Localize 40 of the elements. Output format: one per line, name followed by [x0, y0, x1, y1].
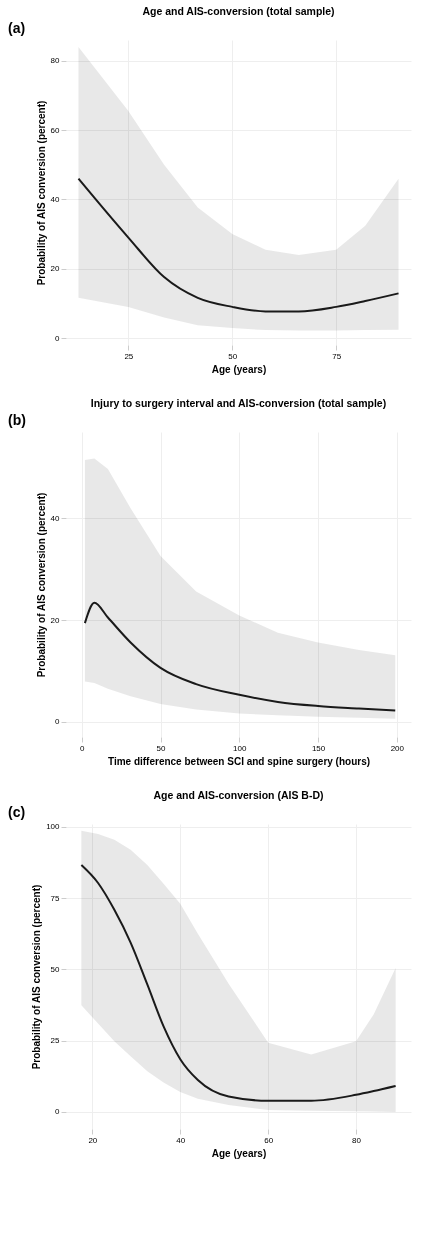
x-tick-label: 100	[233, 743, 248, 753]
y-tick-label: 40	[50, 194, 61, 204]
x-tick-label: 75	[332, 351, 342, 361]
y-tick-label: 40	[50, 513, 61, 523]
x-tick-label: 0	[80, 743, 86, 753]
y-axis-title: Probability of AIS conversion (percent)	[35, 100, 47, 286]
y-tick-label: 50	[50, 964, 61, 974]
line-series	[77, 177, 400, 313]
x-axis-title: Age (years)	[211, 1147, 267, 1159]
chart-title: Injury to surgery interval and AIS-conversion (total sample)	[90, 396, 387, 409]
y-tick-label: 80	[50, 56, 61, 66]
y-tick-label: 20	[50, 615, 61, 625]
y-tick-label: 100	[46, 822, 61, 832]
x-tick-label: 25	[124, 351, 134, 361]
y-tick-label: 60	[50, 125, 61, 135]
text: (c)	[8, 804, 26, 820]
x-tick-label: 50	[156, 743, 167, 753]
y-tick-label: 20	[50, 264, 61, 274]
y-axis-title: Probability of AIS conversion (percent)	[35, 492, 47, 678]
chart-title: Age and AIS-conversion (total sample)	[142, 4, 335, 17]
x-tick-label: 200	[390, 743, 405, 753]
x-tick-label: 60	[264, 1135, 274, 1145]
y-axis-title: Probability of AIS conversion (percent)	[31, 884, 43, 1070]
x-axis-title: Time difference between SCI and spine surgery (hours)	[107, 755, 371, 767]
x-tick-label: 20	[88, 1135, 98, 1145]
y-tick-label: 25	[50, 1036, 61, 1046]
text: (a)	[8, 20, 26, 36]
text: (b)	[8, 412, 26, 428]
x-tick-label: 150	[311, 743, 326, 753]
x-tick-label: 40	[176, 1135, 186, 1145]
y-tick-label: 0	[55, 333, 61, 343]
x-tick-label: 80	[352, 1135, 362, 1145]
y-tick-label: 0	[55, 717, 61, 727]
chart-title: Age and AIS-conversion (AIS B-D)	[153, 788, 324, 801]
x-tick-label: 50	[228, 351, 238, 361]
line-series	[83, 601, 397, 712]
line-series	[80, 864, 397, 1102]
y-tick-label: 0	[55, 1107, 61, 1117]
y-tick-label: 75	[50, 893, 61, 903]
x-axis-title: Age (years)	[211, 363, 267, 375]
